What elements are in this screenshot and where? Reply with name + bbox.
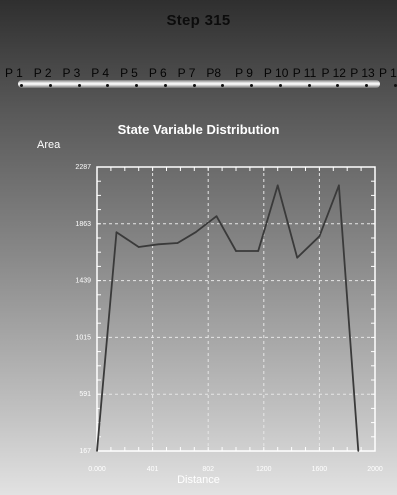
data-point — [157, 243, 159, 246]
y-tick-label: 167 — [79, 448, 91, 455]
x-tick-label: 2000 — [367, 466, 383, 473]
probe-tube — [18, 80, 380, 88]
x-tick-label: 0.000 — [88, 466, 106, 473]
probe-label: P 5 — [120, 66, 138, 80]
probe-label: P 1 — [5, 66, 23, 80]
probe-label: P 10 — [263, 66, 289, 80]
data-point — [137, 246, 140, 248]
probe-marker — [20, 84, 23, 87]
plot-frame — [96, 166, 376, 452]
probe-marker — [336, 84, 340, 87]
data-point — [276, 184, 279, 187]
probe-label: P 6 — [148, 66, 167, 80]
data-point — [318, 235, 321, 238]
y-tick-label: 1015 — [75, 334, 91, 341]
probe-label: P 2 — [33, 66, 52, 80]
probe-label: P 3 — [62, 66, 81, 80]
x-tick-label: 1200 — [256, 466, 272, 473]
probe-label: P 4 — [91, 66, 110, 80]
x-axis-label: Distance — [177, 474, 220, 486]
probe-marker — [48, 84, 52, 87]
probe-marker — [394, 84, 397, 87]
y-tick-label: 1439 — [75, 278, 91, 285]
data-point — [257, 250, 260, 252]
probe-marker — [307, 84, 311, 87]
data-point — [115, 231, 118, 234]
probe-marker — [192, 84, 196, 87]
data-point — [96, 450, 98, 452]
y-tick-label: 2287 — [75, 164, 91, 171]
y-tick-label: 1863 — [75, 221, 91, 228]
probe-labels: P 1 P 2 P 3 P 4 P 5 P 6 P 7 P8 P 9 P 10 P 11 P 12 P … — [0, 66, 397, 82]
probe-marker — [77, 84, 81, 87]
y-axis-label: Area — [37, 139, 61, 151]
data-point — [235, 250, 237, 252]
x-tick-label: 802 — [202, 466, 214, 473]
probe-label: P 7 — [177, 66, 196, 80]
probe-label: P 14 — [379, 66, 397, 80]
probe-marker — [163, 84, 167, 87]
data-point — [215, 215, 218, 217]
probe-label: P 11 — [292, 66, 317, 80]
probe-label: P8 — [206, 66, 222, 80]
series-line — [96, 184, 360, 452]
step-title: Step 315 — [166, 12, 231, 29]
probe-label: P 13 — [350, 66, 375, 80]
probe-marker — [365, 84, 369, 87]
probe-label: P 12 — [321, 66, 346, 80]
probe-marker — [278, 84, 282, 87]
data-point — [338, 184, 340, 187]
probe-marker — [135, 84, 139, 87]
data-point — [194, 231, 197, 234]
x-tick-label: 401 — [147, 466, 159, 473]
y-tick-label: 591 — [79, 391, 91, 398]
probe-label: P 9 — [235, 66, 253, 80]
data-point — [176, 242, 179, 244]
data-point — [357, 450, 360, 452]
data-point — [296, 256, 298, 259]
x-tick-label: 1600 — [312, 466, 328, 473]
probe-marker — [250, 84, 254, 87]
chart-title: State Variable Distribution — [117, 122, 280, 137]
probe-marker — [106, 84, 110, 87]
probe-marker — [221, 84, 225, 87]
